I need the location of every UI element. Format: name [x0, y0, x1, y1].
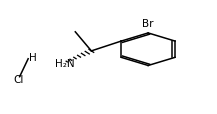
- Text: H₂N: H₂N: [55, 59, 75, 69]
- Text: H: H: [29, 52, 37, 62]
- Text: Cl: Cl: [13, 74, 24, 84]
- Text: Br: Br: [142, 19, 154, 29]
